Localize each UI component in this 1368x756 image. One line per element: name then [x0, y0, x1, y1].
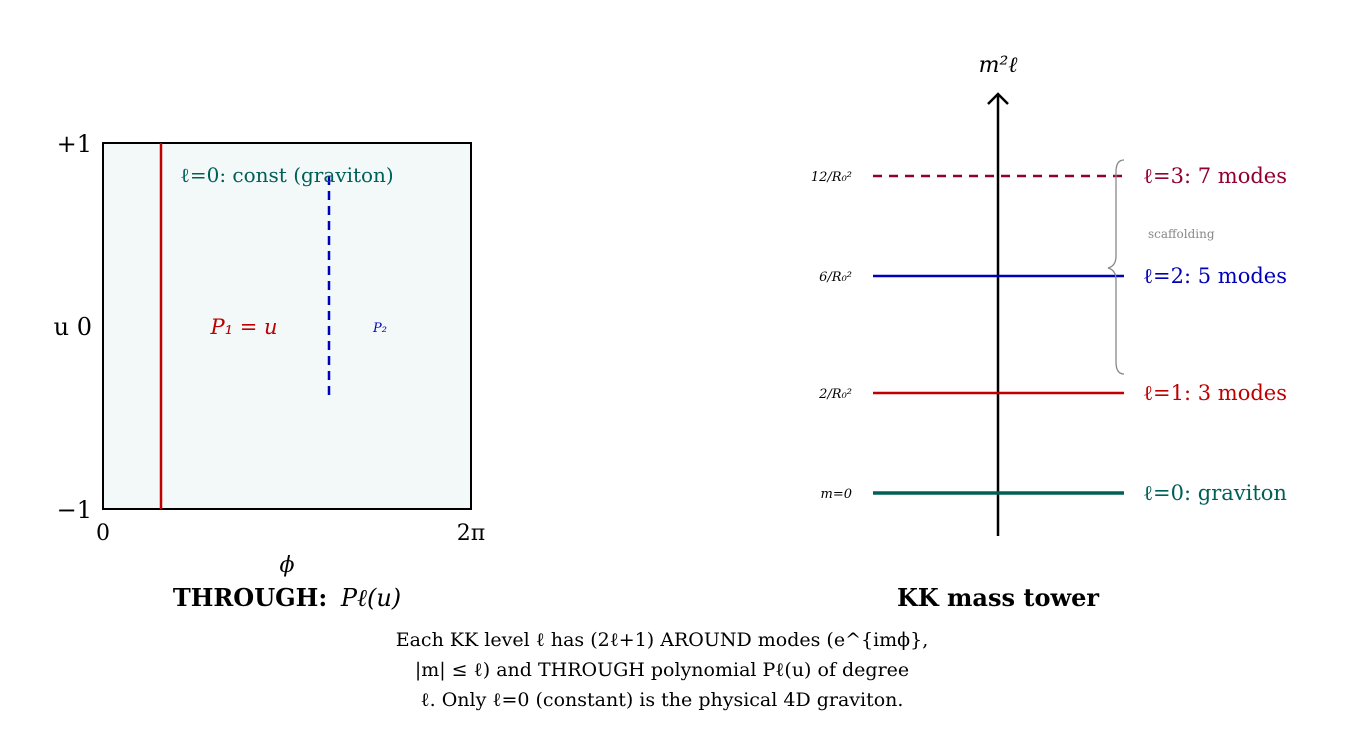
axis-label: m²ℓ: [979, 53, 1019, 78]
level-label-2: ℓ=2: 5 modes: [1143, 264, 1287, 288]
y-tick-mid: u 0: [54, 313, 92, 341]
caption-line-3: ℓ. Only ℓ=0 (constant) is the physical 4…: [421, 689, 904, 711]
panel-box: [102, 142, 472, 510]
scaffolding-brace: [1107, 159, 1125, 375]
title-bold: THROUGH:: [173, 583, 327, 612]
p2-label: P₂: [372, 321, 387, 336]
level-tick-0: m=0: [821, 487, 853, 502]
caption-line-1: Each KK level ℓ has (2ℓ+1) AROUND modes …: [396, 629, 929, 651]
p1-label: P₁ = u: [209, 315, 277, 339]
level-label-1: ℓ=1: 3 modes: [1143, 381, 1287, 405]
caption-line-2: |m| ≤ ℓ) and THROUGH polynomial Pℓ(u) of…: [415, 659, 909, 681]
title-math: Pℓ(u): [340, 584, 401, 612]
y-tick-bottom: −1: [57, 496, 92, 524]
caption: Each KK level ℓ has (2ℓ+1) AROUND modes …: [396, 629, 929, 711]
level-label-3: ℓ=3: 7 modes: [1143, 164, 1287, 188]
panel-title: KK mass tower: [897, 583, 1099, 612]
level-tick-1: 2/R₀²: [818, 387, 852, 402]
x-tick-left: 0: [96, 521, 110, 546]
panel-title: THROUGH: Pℓ(u): [173, 583, 401, 612]
brace-label: scaffolding: [1148, 227, 1215, 241]
x-axis-label: ϕ: [280, 553, 295, 578]
y-tick-top: +1: [57, 130, 92, 158]
level-label-0: ℓ=0: graviton: [1143, 481, 1287, 505]
through-panel: +1 u 0 −1 0 2π ϕ ℓ=0: const (graviton) P…: [54, 130, 486, 612]
kk-tower-panel: m²ℓ m=0 ℓ=0: graviton 2/R₀² ℓ=1: 3 modes 6/R…: [811, 53, 1287, 612]
x-tick-right: 2π: [457, 521, 485, 546]
axis-arrow-icon: [987, 92, 1009, 105]
level-tick-2: 6/R₀²: [819, 270, 852, 285]
l0-label: ℓ=0: const (graviton): [180, 163, 394, 187]
level-tick-3: 12/R₀²: [811, 170, 852, 185]
